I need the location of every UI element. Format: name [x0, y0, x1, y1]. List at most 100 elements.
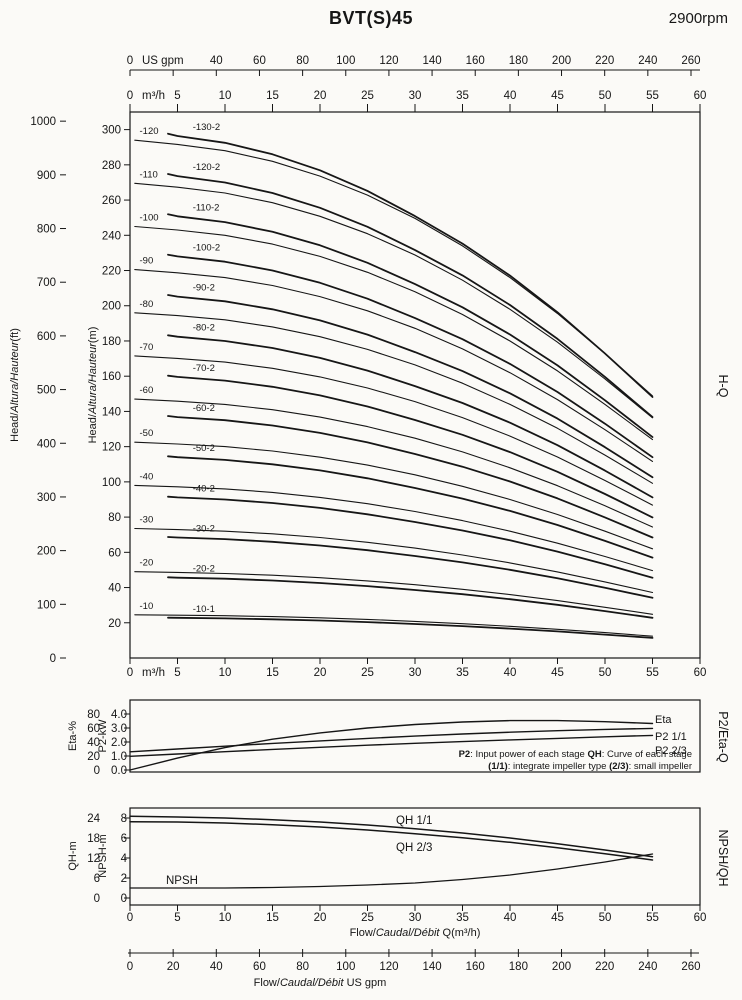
svg-text:Flow/Caudal/Débit Q(m³/h): Flow/Caudal/Débit Q(m³/h) [350, 927, 481, 939]
svg-text:20: 20 [108, 618, 121, 630]
svg-text:4: 4 [121, 853, 128, 865]
svg-text:m³/h: m³/h [142, 90, 165, 102]
svg-text:-20: -20 [140, 558, 154, 569]
svg-text:0: 0 [121, 893, 127, 905]
svg-text:45: 45 [551, 90, 564, 102]
svg-text:20: 20 [167, 961, 180, 973]
svg-text:3.0: 3.0 [111, 723, 127, 735]
svg-text:Eta-%: Eta-% [67, 721, 79, 751]
svg-text:Eta: Eta [655, 714, 672, 726]
svg-text:15: 15 [266, 912, 279, 924]
svg-text:400: 400 [37, 438, 56, 450]
svg-text:-50: -50 [140, 428, 154, 439]
svg-text:160: 160 [466, 55, 485, 67]
svg-text:QH 2/3: QH 2/3 [396, 842, 432, 854]
svg-text:700: 700 [37, 277, 56, 289]
p2-eta-chart: 0 20 40 60 80 0.0 1.0 2.0 3.0 4.0 Eta-% P2-kW Eta P2 … [67, 699, 701, 777]
svg-text:80: 80 [87, 709, 100, 721]
svg-text:800: 800 [37, 224, 56, 236]
svg-text:m³/h: m³/h [142, 667, 165, 679]
svg-text:200: 200 [552, 55, 571, 67]
svg-text:120: 120 [102, 442, 121, 454]
svg-text:40: 40 [504, 90, 517, 102]
svg-text:60: 60 [694, 90, 707, 102]
bottom-gpm-axis: 0 20 40 60 80 100 120 140 160 180 200 220 240 260 Flow… [127, 949, 701, 989]
svg-text:-40: -40 [140, 471, 154, 482]
svg-text:QH-m: QH-m [67, 841, 79, 870]
page-title: BVT(S)45 [328, 8, 413, 28]
svg-text:15: 15 [266, 667, 279, 679]
svg-text:0: 0 [127, 667, 133, 679]
svg-text:5: 5 [174, 667, 180, 679]
svg-text:Head/Altura/Hauteur(ft): Head/Altura/Hauteur(ft) [9, 328, 21, 442]
svg-text:120: 120 [379, 961, 398, 973]
svg-text:-10-1: -10-1 [193, 604, 215, 615]
svg-text:H-Q: H-Q [716, 375, 730, 398]
svg-text:300: 300 [102, 125, 121, 137]
svg-text:160: 160 [466, 961, 485, 973]
svg-text:40: 40 [87, 737, 100, 749]
svg-text:280: 280 [102, 160, 121, 172]
svg-text:8: 8 [121, 813, 127, 825]
svg-text:0: 0 [94, 893, 100, 905]
svg-text:10: 10 [219, 912, 232, 924]
svg-text:600: 600 [37, 331, 56, 343]
svg-text:12: 12 [87, 853, 100, 865]
svg-text:200: 200 [102, 301, 121, 313]
svg-text:240: 240 [638, 55, 657, 67]
svg-text:6: 6 [121, 833, 127, 845]
hq-chart: 2040608010012014016018020022024026028030… [9, 111, 706, 679]
svg-text:80: 80 [296, 961, 309, 973]
svg-text:-10: -10 [140, 601, 154, 612]
svg-text:2: 2 [121, 873, 127, 885]
svg-text:-50-2: -50-2 [193, 443, 215, 454]
svg-text:-80-2: -80-2 [193, 323, 215, 334]
svg-text:P2-kW: P2-kW [97, 719, 109, 753]
svg-text:-110-2: -110-2 [193, 202, 220, 213]
svg-text:-120-2: -120-2 [193, 162, 220, 173]
svg-text:4.0: 4.0 [111, 709, 127, 721]
svg-text:-130-2: -130-2 [193, 122, 220, 133]
svg-text:-90-2: -90-2 [193, 283, 215, 294]
svg-text:200: 200 [37, 546, 56, 558]
svg-text:-70: -70 [140, 342, 154, 353]
svg-text:55: 55 [646, 90, 659, 102]
svg-text:18: 18 [87, 833, 100, 845]
svg-text:-100-2: -100-2 [193, 242, 220, 253]
svg-text:2.0: 2.0 [111, 737, 127, 749]
svg-text:-60-2: -60-2 [193, 403, 215, 414]
svg-text:180: 180 [509, 961, 528, 973]
rpm-label: 2900rpm [668, 10, 728, 27]
svg-text:5: 5 [174, 90, 180, 102]
svg-text:60: 60 [108, 547, 121, 559]
svg-text:60: 60 [253, 55, 266, 67]
svg-text:0: 0 [127, 90, 133, 102]
svg-text:140: 140 [102, 406, 121, 418]
svg-text:300: 300 [37, 492, 56, 504]
svg-text:25: 25 [361, 912, 374, 924]
svg-text:1000: 1000 [30, 116, 56, 128]
svg-text:-60: -60 [140, 385, 154, 396]
svg-text:35: 35 [456, 667, 469, 679]
svg-text:20: 20 [314, 667, 327, 679]
svg-text:45: 45 [551, 667, 564, 679]
svg-text:20: 20 [314, 912, 327, 924]
svg-text:140: 140 [422, 961, 441, 973]
svg-text:100: 100 [336, 55, 355, 67]
svg-text:55: 55 [646, 912, 659, 924]
svg-text:140: 140 [422, 55, 441, 67]
svg-text:Head/Altura/Hauteur(m): Head/Altura/Hauteur(m) [87, 327, 99, 444]
svg-text:60: 60 [87, 723, 100, 735]
svg-text:25: 25 [361, 667, 374, 679]
svg-text:10: 10 [219, 667, 232, 679]
svg-text:Flow/Caudal/Débit US gpm: Flow/Caudal/Débit US gpm [254, 977, 387, 989]
svg-text:0: 0 [50, 653, 56, 665]
side-labels: H-Q P2/Eta-Q NPSH/QH [716, 375, 730, 887]
svg-text:80: 80 [296, 55, 309, 67]
svg-text:0: 0 [127, 55, 133, 67]
svg-text:260: 260 [681, 961, 700, 973]
svg-text:24: 24 [87, 813, 100, 825]
svg-text:-90: -90 [140, 256, 154, 267]
